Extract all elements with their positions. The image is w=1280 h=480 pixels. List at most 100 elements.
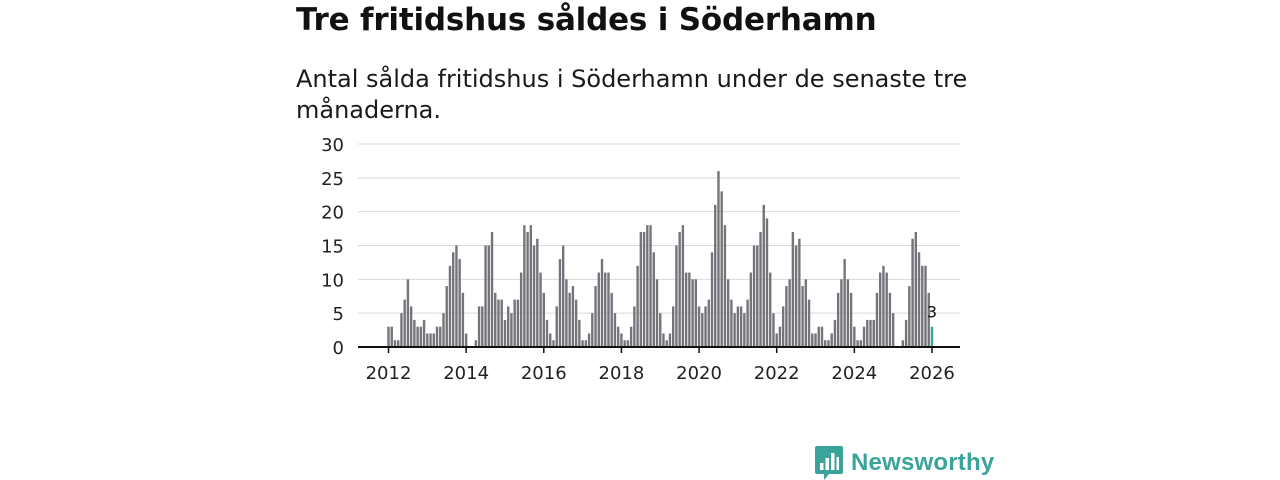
brand-name: Newsworthy	[851, 449, 995, 476]
bar	[416, 326, 419, 347]
y-tick-label: 0	[333, 338, 344, 359]
bar	[862, 326, 866, 347]
bar	[629, 326, 633, 347]
bar	[477, 306, 481, 347]
bar	[607, 272, 610, 347]
bar	[604, 272, 607, 347]
bar	[675, 245, 678, 347]
bar	[474, 340, 478, 347]
bar	[911, 238, 914, 347]
bar	[574, 299, 578, 347]
bar	[510, 313, 513, 347]
bar	[778, 326, 782, 347]
bar	[481, 306, 484, 347]
bar	[671, 306, 675, 347]
bar	[545, 319, 549, 347]
bar	[730, 299, 733, 347]
bar	[571, 286, 575, 347]
bar	[613, 313, 617, 347]
bar	[836, 292, 840, 347]
x-tick-label: 2022	[754, 363, 800, 384]
bar	[461, 292, 465, 347]
bar	[452, 252, 455, 347]
bar	[759, 231, 762, 347]
bar	[720, 191, 723, 347]
bar	[917, 252, 921, 347]
bar	[397, 340, 400, 347]
bar	[655, 279, 659, 347]
bar	[523, 225, 526, 347]
bar	[879, 272, 882, 347]
bar	[455, 245, 458, 347]
bar	[665, 340, 668, 347]
bar	[568, 292, 571, 347]
bar	[717, 171, 720, 347]
annotations: 3	[927, 303, 937, 322]
bar	[788, 279, 791, 347]
bar	[927, 292, 930, 347]
brand-logo: Newsworthy	[815, 446, 994, 480]
bar	[817, 326, 820, 347]
bar	[393, 340, 397, 347]
x-tick-label: 2026	[909, 363, 955, 384]
gridlines	[358, 143, 960, 314]
bar	[736, 306, 740, 347]
bar	[739, 306, 743, 347]
bar	[403, 299, 406, 347]
bar	[497, 299, 500, 347]
bar	[833, 319, 837, 347]
bar	[565, 279, 568, 347]
bar	[419, 326, 423, 347]
bar	[904, 319, 908, 347]
y-tick-label: 20	[321, 203, 344, 224]
bar	[464, 333, 468, 347]
bar	[539, 272, 542, 347]
bar	[811, 333, 814, 347]
bar	[529, 225, 533, 347]
bar	[843, 259, 846, 347]
bar	[584, 340, 588, 347]
bar	[432, 333, 435, 347]
bar	[684, 272, 688, 347]
bar	[710, 252, 714, 347]
x-tick-label: 2016	[521, 363, 567, 384]
bar	[681, 225, 685, 347]
bar	[591, 313, 594, 347]
bar	[781, 306, 785, 347]
bar	[490, 231, 494, 347]
bar	[516, 299, 520, 347]
bars	[387, 171, 934, 347]
bar	[594, 286, 597, 347]
x-tick-label: 2020	[676, 363, 722, 384]
bar	[668, 333, 672, 347]
bar	[849, 292, 853, 347]
bar	[743, 313, 746, 347]
bar	[623, 340, 626, 347]
bar	[555, 306, 558, 347]
bar	[536, 238, 539, 347]
bar	[610, 292, 613, 347]
bar	[772, 313, 775, 347]
bar	[429, 333, 432, 347]
bar	[426, 333, 429, 347]
bar	[785, 286, 788, 347]
bar	[791, 231, 795, 347]
y-tick-label: 15	[321, 237, 344, 258]
x-tick-label: 2012	[366, 363, 412, 384]
newsworthy-logo-icon	[815, 446, 843, 480]
bar	[882, 265, 885, 347]
bar	[442, 313, 445, 347]
bar	[691, 279, 694, 347]
bar	[526, 231, 529, 347]
bar	[487, 245, 490, 347]
bar	[723, 225, 727, 347]
bar	[659, 313, 662, 347]
bar	[652, 252, 655, 347]
bar	[406, 279, 410, 347]
bar	[662, 333, 665, 347]
bar	[765, 218, 769, 347]
bar	[500, 299, 503, 347]
y-tick-label: 25	[321, 169, 344, 190]
y-tick-label: 5	[333, 304, 344, 325]
bar	[875, 292, 879, 347]
